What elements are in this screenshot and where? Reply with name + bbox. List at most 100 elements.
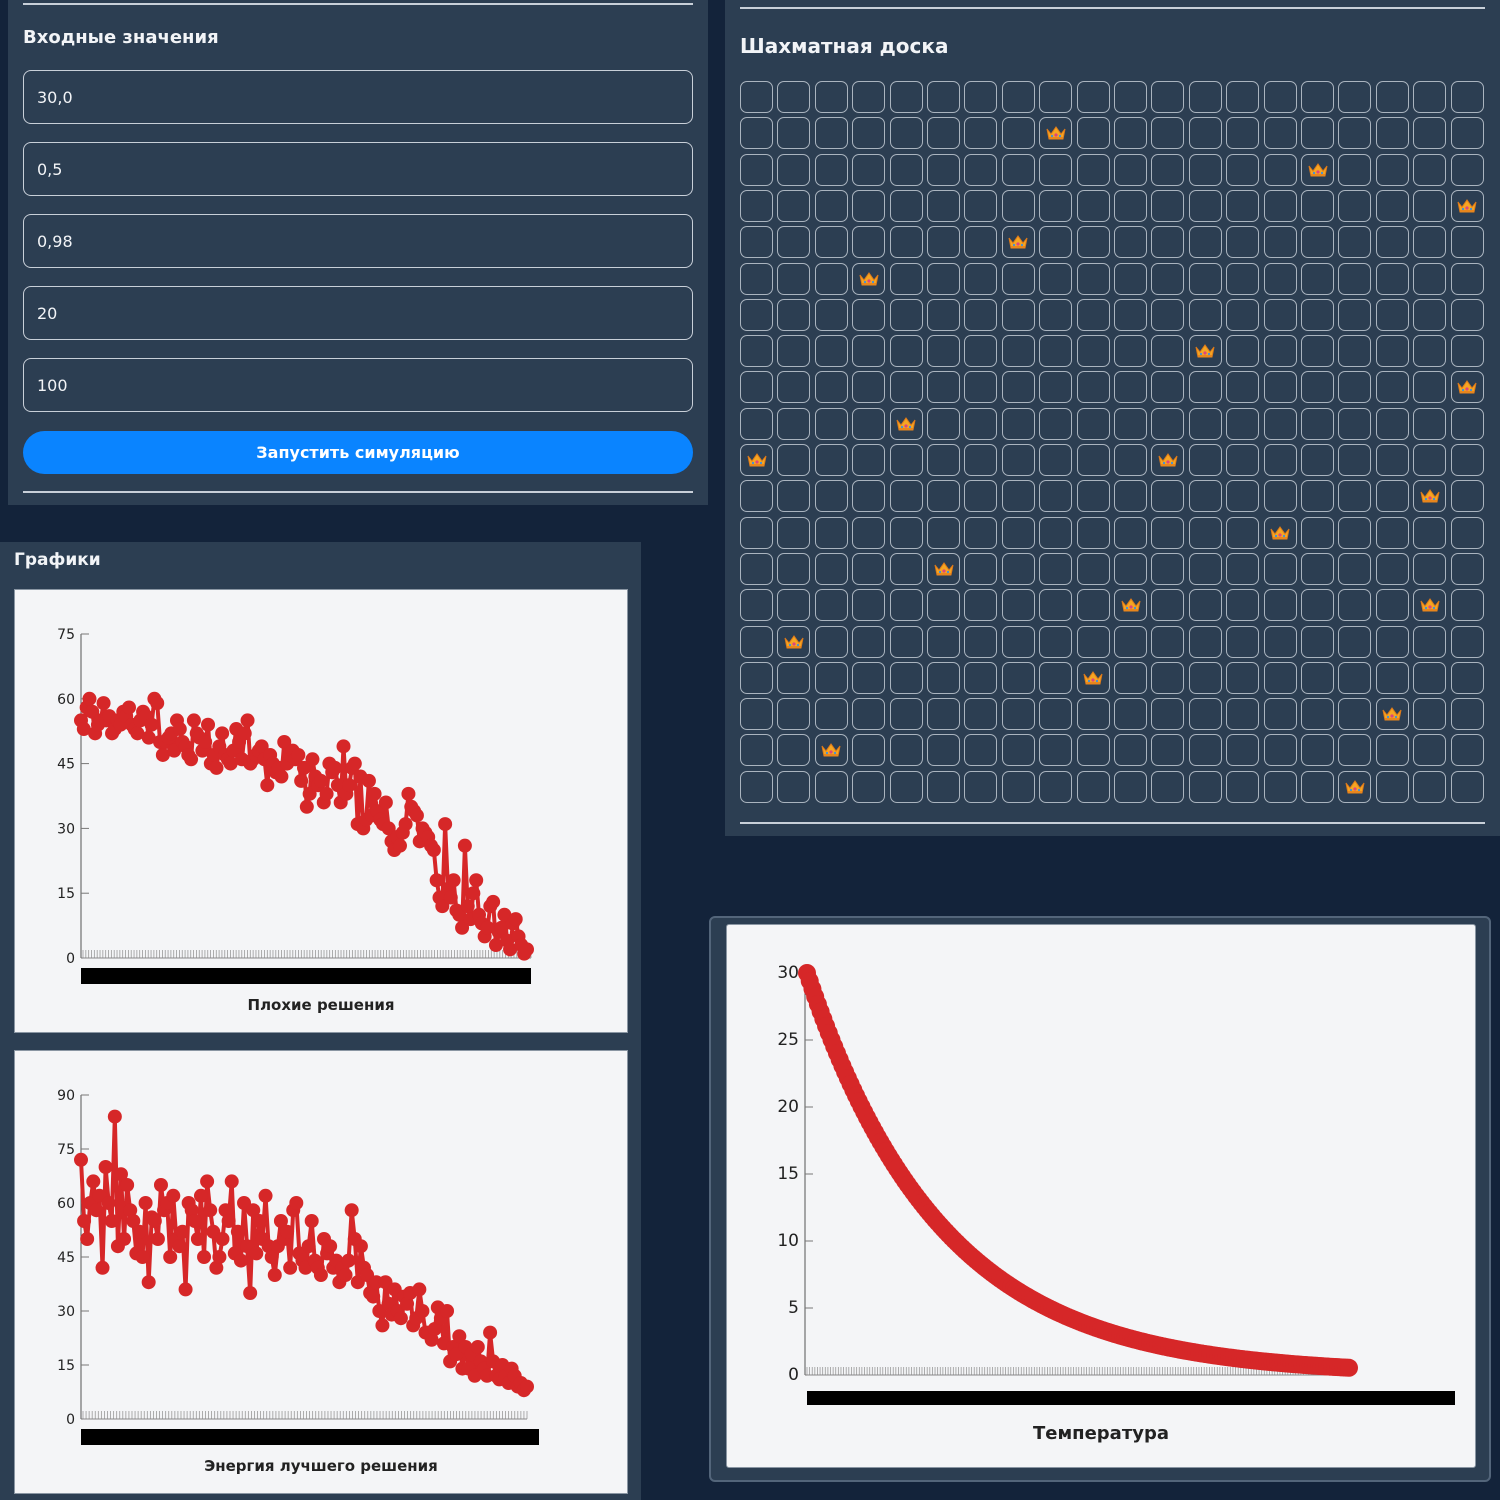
board-cell (1114, 552, 1147, 585)
y-tick-label: 20 (777, 1097, 799, 1117)
board-cell (1076, 371, 1110, 404)
board-cell (1076, 226, 1110, 259)
board-cell (1001, 335, 1035, 368)
input-panel: Входные значения Запустить симуляцию (8, 0, 708, 505)
board-cell (1001, 226, 1035, 259)
data-point (209, 760, 224, 775)
board-cell (1338, 371, 1372, 404)
crown-icon (1270, 525, 1290, 540)
board-cell (889, 516, 923, 549)
data-point (113, 1167, 128, 1182)
board-cell (1413, 770, 1447, 803)
data-point (86, 1174, 101, 1189)
board-cell (1413, 625, 1447, 658)
board-cell (1413, 407, 1447, 440)
series-points (74, 1109, 534, 1398)
board-cell (777, 770, 811, 803)
board-cell (1114, 516, 1147, 549)
board-cell (1338, 625, 1372, 658)
best-energy-svg: 0 15 30 45 60 75 90 Энергия лучшего решения (57, 1088, 539, 1475)
board-cell (814, 770, 848, 803)
board-cell (1001, 81, 1035, 113)
board-cell (889, 371, 923, 404)
crown-icon (1195, 344, 1215, 358)
min-temperature-input[interactable] (23, 142, 693, 196)
board-cell (1226, 335, 1260, 368)
board-cell (964, 552, 998, 585)
board-cell (1413, 298, 1447, 331)
data-point (138, 1196, 153, 1210)
x-axis-ticks (82, 1411, 528, 1419)
board-cell (814, 81, 848, 113)
board-cell (1375, 117, 1409, 150)
board-cell (1076, 81, 1110, 113)
board-cell (1188, 117, 1222, 150)
board-cell (1076, 552, 1110, 585)
board-cell (777, 335, 811, 368)
board-cell (1338, 81, 1372, 113)
board-cell (777, 516, 811, 549)
board-cell (1001, 516, 1035, 549)
board-cell (1188, 81, 1222, 113)
board-cell (1338, 552, 1372, 585)
board-cell (1301, 81, 1334, 113)
data-point (130, 726, 145, 741)
board-cell (814, 298, 848, 331)
data-point (141, 730, 156, 745)
board-cell (1114, 661, 1147, 694)
iterations-input[interactable] (23, 358, 693, 412)
data-point (367, 786, 382, 801)
x-axis-ticks (82, 950, 532, 958)
board-cell (1039, 335, 1073, 368)
board-cell (1001, 589, 1035, 622)
initial-temperature-input[interactable] (23, 70, 693, 124)
board-cell (1301, 589, 1334, 622)
board-cell (1450, 516, 1484, 549)
board-cell (1114, 734, 1147, 767)
data-point (427, 1322, 442, 1336)
board-cell (1114, 698, 1147, 731)
board-cell (964, 734, 998, 767)
board-cell (814, 153, 848, 186)
board-cell (1450, 698, 1484, 731)
board-cell (1338, 226, 1372, 259)
board-cell (1188, 298, 1222, 331)
board-cell (740, 625, 773, 658)
board-cell (1375, 625, 1409, 658)
data-point (117, 1232, 132, 1246)
charts-title: Графики (14, 550, 101, 570)
data-point (77, 1214, 92, 1228)
board-cell (1188, 407, 1222, 440)
data-point (264, 1250, 279, 1264)
board-cell (1301, 226, 1334, 259)
board-cell (852, 770, 886, 803)
board-cell (814, 335, 848, 368)
board-cell (1226, 552, 1260, 585)
board-cell (1413, 444, 1447, 476)
run-simulation-button[interactable]: Запустить симуляцию (23, 431, 693, 474)
board-cell (927, 589, 960, 622)
data-point (74, 1152, 88, 1167)
cooling-rate-input[interactable] (23, 214, 693, 268)
board-cell (1301, 480, 1334, 513)
series-points (798, 964, 1358, 1377)
board-cell (1151, 444, 1185, 476)
board-cell (1413, 335, 1447, 368)
charts-panel: Графики 0 15 30 45 60 75 Плохие решения 0 15 30 4… (0, 542, 641, 1500)
divider (740, 822, 1485, 824)
board-cell (1076, 698, 1110, 731)
board-cell (1151, 734, 1185, 767)
data-point (415, 1304, 430, 1318)
board-cell (777, 153, 811, 186)
board-cell (1338, 189, 1372, 222)
board-size-input[interactable] (23, 286, 693, 340)
board-cell (964, 81, 998, 113)
board-cell (1375, 226, 1409, 259)
board-cell (1039, 262, 1073, 295)
board-cell (1301, 661, 1334, 694)
board-cell (1188, 444, 1222, 476)
board-cell (1450, 117, 1484, 150)
board-cell (1338, 153, 1372, 186)
board-cell (814, 698, 848, 731)
data-point (470, 1340, 485, 1354)
